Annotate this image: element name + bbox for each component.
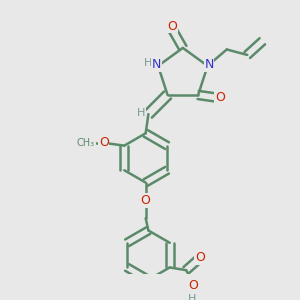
Text: N: N — [152, 58, 161, 71]
Text: O: O — [215, 91, 225, 104]
Text: N: N — [204, 58, 214, 71]
Text: H: H — [137, 108, 146, 118]
Text: H: H — [190, 283, 199, 293]
Text: O: O — [167, 20, 177, 32]
Text: O: O — [195, 251, 205, 264]
Text: H: H — [144, 58, 153, 68]
Text: O: O — [99, 136, 109, 149]
Text: CH₃: CH₃ — [77, 138, 95, 148]
Text: O: O — [141, 194, 151, 207]
Text: H: H — [188, 294, 196, 300]
Text: O: O — [188, 279, 198, 292]
